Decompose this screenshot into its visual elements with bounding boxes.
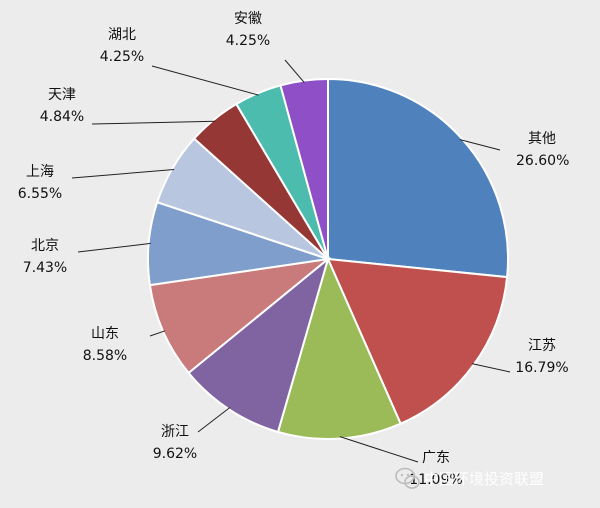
leader-lines bbox=[71, 59, 511, 463]
pie-slice-3 bbox=[187, 256, 330, 434]
slice-label-4: 山东 bbox=[91, 326, 119, 342]
slice-label-1: 江苏 bbox=[528, 338, 556, 354]
slice-percent-1: 16.79% bbox=[515, 360, 568, 376]
leader-line-0 bbox=[459, 139, 501, 151]
leader-line-1 bbox=[471, 363, 511, 373]
slice-label-9: 安徽 bbox=[234, 11, 262, 27]
slice-label-0: 其他 bbox=[528, 131, 556, 147]
leader-line-9 bbox=[284, 59, 305, 83]
slice-label-7: 天津 bbox=[48, 87, 76, 103]
leader-line-5 bbox=[77, 242, 151, 253]
slice-label-2: 广东 bbox=[422, 450, 450, 466]
slice-labels: 其他 26.60% 江苏 16.79% 广东 11.09% 浙江 9.62% 山东 8.58% 北京… bbox=[18, 11, 570, 488]
slice-percent-0: 26.60% bbox=[516, 153, 569, 169]
slice-label-3: 浙江 bbox=[161, 424, 189, 440]
leader-line-7 bbox=[91, 120, 216, 125]
slice-percent-3: 9.62% bbox=[153, 446, 197, 462]
watermark: 中国环境投资联盟 bbox=[395, 467, 544, 489]
pie-slice-9 bbox=[279, 77, 329, 260]
pie-slices bbox=[147, 77, 509, 440]
leader-line-3 bbox=[197, 407, 231, 433]
leader-line-2 bbox=[339, 436, 419, 463]
slice-percent-8: 4.25% bbox=[100, 49, 144, 65]
slice-percent-4: 8.58% bbox=[83, 348, 127, 364]
slice-label-6: 上海 bbox=[26, 164, 54, 180]
wechat-icon bbox=[395, 467, 420, 489]
pie-slice-2 bbox=[276, 256, 402, 440]
pie-slice-1 bbox=[326, 257, 509, 426]
slice-percent-9: 4.25% bbox=[226, 33, 270, 49]
pie-slice-0 bbox=[327, 77, 509, 279]
leader-line-8 bbox=[151, 65, 259, 96]
watermark-text: 中国环境投资联盟 bbox=[424, 470, 544, 488]
leader-line-4 bbox=[149, 330, 166, 337]
slice-percent-7: 4.84% bbox=[40, 109, 84, 125]
slice-percent-5: 7.43% bbox=[23, 260, 67, 276]
slice-label-5: 北京 bbox=[31, 238, 59, 254]
slice-percent-2: 11.09% bbox=[409, 472, 462, 488]
slice-label-8: 湖北 bbox=[108, 27, 136, 43]
leader-line-6 bbox=[71, 169, 175, 179]
slice-percent-6: 6.55% bbox=[18, 186, 62, 202]
